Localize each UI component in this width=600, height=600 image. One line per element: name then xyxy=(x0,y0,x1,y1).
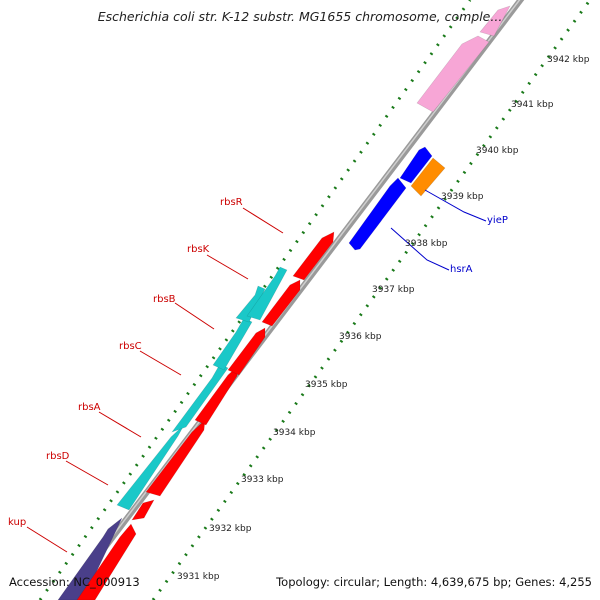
scale-label: 3942 kbp xyxy=(547,55,590,65)
leader-line-rbsr xyxy=(242,207,284,234)
scale-label: 3940 kbp xyxy=(476,146,519,156)
scale-label: 3936 kbp xyxy=(339,332,382,342)
gene-kup xyxy=(57,517,123,600)
scale-label: 3931 kbp xyxy=(177,572,220,582)
leader-line-hsra xyxy=(390,227,450,271)
gene-labels: rbsR rbsK rbsB rbsC rbsA rbsD kup yieP hsrA xyxy=(8,197,508,528)
gene-rbsk xyxy=(261,279,301,327)
gene-rbsa xyxy=(145,419,206,497)
scale-label: 3937 kbp xyxy=(372,285,415,295)
leader-line-rbsb xyxy=(174,302,215,330)
gene-red-a xyxy=(76,523,137,600)
gene-cyan-1 xyxy=(116,424,185,511)
scale-label: 3933 kbp xyxy=(241,475,284,485)
gene-label-hsra[interactable]: hsrA xyxy=(450,264,473,275)
leader-line-rbsk xyxy=(206,254,249,280)
scale-labels: 3931 kbp 3932 kbp 3933 kbp 3934 kbp 3935 kbp… xyxy=(177,55,590,582)
scale-label: 3941 kbp xyxy=(511,100,554,110)
gene-pink-1 xyxy=(416,35,490,113)
gene-label-rbsc[interactable]: rbsC xyxy=(119,341,142,352)
gene-cyan-5 xyxy=(246,266,288,321)
leader-line-rbsc xyxy=(139,350,182,376)
gene-pink-2 xyxy=(479,5,511,37)
leader-line-yiep xyxy=(424,189,487,222)
leader-line-kup xyxy=(26,526,68,553)
scale-label: 3932 kbp xyxy=(209,524,252,534)
scale-label: 3938 kbp xyxy=(405,239,448,249)
gene-rbsr xyxy=(292,231,335,281)
gene-features xyxy=(57,5,511,600)
gene-label-yiep[interactable]: yieP xyxy=(487,215,508,226)
topology-label: Topology: circular; Length: 4,639,675 bp… xyxy=(276,575,592,589)
label-leader-lines xyxy=(26,189,487,553)
gene-rbsb xyxy=(227,327,266,376)
gene-label-rbsd[interactable]: rbsD xyxy=(46,451,70,462)
map-title: Escherichia coli str. K-12 substr. MG165… xyxy=(97,9,503,24)
scale-label: 3934 kbp xyxy=(273,428,316,438)
gene-orange xyxy=(410,157,446,197)
gene-label-rbsr[interactable]: rbsR xyxy=(220,197,243,208)
gene-cyan-4 xyxy=(235,285,266,323)
scale-label: 3935 kbp xyxy=(305,380,348,390)
gene-label-kup[interactable]: kup xyxy=(8,517,26,528)
scale-label: 3939 kbp xyxy=(441,192,484,202)
gene-label-rbsk[interactable]: rbsK xyxy=(187,244,210,255)
gene-blue-2 xyxy=(399,146,433,184)
leader-line-rbsd xyxy=(65,460,109,486)
accession-label: Accession: NC_000913 xyxy=(9,575,140,589)
gene-label-rbsb[interactable]: rbsB xyxy=(153,294,176,305)
chromosome-backbone xyxy=(62,0,525,600)
gene-blue-1 xyxy=(348,177,407,251)
gene-label-rbsa[interactable]: rbsA xyxy=(78,402,101,413)
inner-tick-track xyxy=(151,0,592,600)
gene-rbsd xyxy=(131,499,155,521)
leader-line-rbsa xyxy=(98,411,142,438)
